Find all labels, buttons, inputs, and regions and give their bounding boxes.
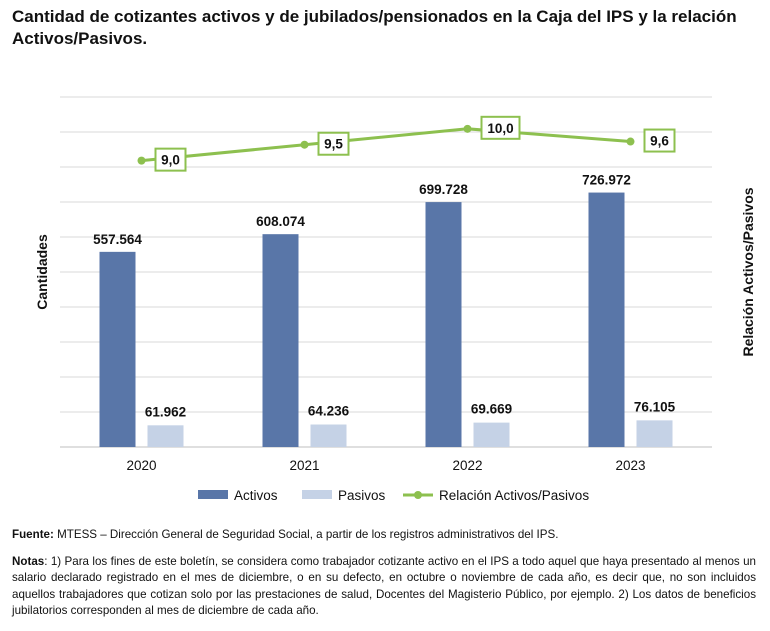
- legend-swatch-activos: [198, 490, 228, 499]
- legend-swatch-pasivos: [302, 490, 332, 499]
- y2-axis-title: Relación Activos/Pasivos: [740, 187, 756, 356]
- relation-data-label: 9,0: [161, 153, 180, 168]
- bar-activos: [100, 252, 136, 447]
- relation-marker: [627, 138, 635, 146]
- data-label-activos: 726.972: [582, 173, 631, 188]
- notes-section: Fuente: MTESS – Dirección General de Seg…: [12, 527, 756, 630]
- source-label: Fuente:: [12, 528, 54, 541]
- relation-line: [142, 129, 631, 161]
- notes-label: Notas: [12, 555, 44, 568]
- relation-data-label: 9,6: [650, 134, 669, 149]
- legend-label-activos: Activos: [234, 488, 278, 503]
- bar-pasivos: [311, 425, 347, 447]
- bar-pasivos: [148, 425, 184, 447]
- relation-data-label: 9,5: [324, 137, 343, 152]
- y-axis-title: Cantidades: [34, 234, 50, 310]
- data-label-pasivos: 76.105: [634, 399, 676, 414]
- x-tick-label: 2023: [615, 458, 645, 473]
- notes-paragraph: Notas: 1) Para los fines de este boletín…: [12, 554, 756, 620]
- data-label-pasivos: 69.669: [471, 402, 512, 417]
- bar-pasivos: [474, 423, 510, 447]
- data-label-activos: 699.728: [419, 182, 468, 197]
- source-text: MTESS – Dirección General de Seguridad S…: [54, 528, 559, 541]
- bar-pasivos: [637, 420, 673, 447]
- legend-label-relacion: Relación Activos/Pasivos: [439, 488, 589, 503]
- chart-area: 2020 557.564 61.962 2021 608.074 64.236 2022 69…: [0, 0, 770, 520]
- x-tick-label: 2022: [452, 458, 482, 473]
- legend-marker-relacion: [414, 491, 422, 499]
- source-note: Fuente: MTESS – Dirección General de Seg…: [12, 527, 756, 544]
- data-label-pasivos: 61.962: [145, 404, 186, 419]
- legend-label-pasivos: Pasivos: [338, 488, 386, 503]
- data-label-activos: 557.564: [93, 232, 142, 247]
- notes-text: : 1) Para los fines de este boletín, se …: [12, 555, 756, 618]
- bar-activos: [589, 193, 625, 447]
- relation-data-label: 10,0: [487, 121, 513, 136]
- bar-activos: [263, 234, 299, 447]
- relation-marker: [138, 157, 146, 165]
- relation-marker: [464, 125, 472, 133]
- x-tick-label: 2021: [289, 458, 319, 473]
- relation-marker: [301, 141, 309, 149]
- data-label-activos: 608.074: [256, 214, 305, 229]
- data-label-pasivos: 64.236: [308, 404, 350, 419]
- bar-activos: [426, 202, 462, 447]
- x-tick-label: 2020: [126, 458, 156, 473]
